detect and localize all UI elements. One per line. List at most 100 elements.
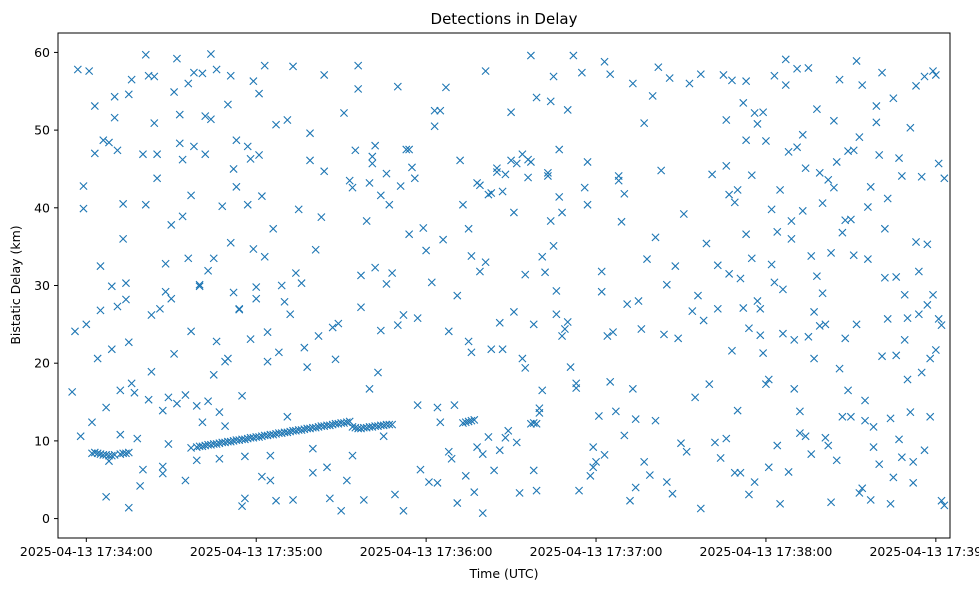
data-point <box>376 191 385 200</box>
data-point <box>306 156 315 165</box>
data-point <box>586 471 595 480</box>
data-point <box>665 74 674 83</box>
data-point <box>640 457 649 466</box>
data-point <box>238 391 247 400</box>
data-point <box>827 498 836 507</box>
data-point <box>532 419 541 428</box>
data-point <box>832 157 841 166</box>
data-point <box>206 49 215 58</box>
data-point <box>909 478 918 487</box>
data-point <box>776 185 785 194</box>
data-point <box>178 155 187 164</box>
data-point <box>733 406 742 415</box>
data-point <box>289 62 298 71</box>
data-point <box>597 287 606 296</box>
data-point <box>359 495 368 504</box>
data-point <box>801 164 810 173</box>
data-point <box>498 345 507 354</box>
data-point <box>912 81 921 90</box>
data-point <box>172 54 181 63</box>
data-point <box>453 291 462 300</box>
data-point <box>795 407 804 416</box>
data-point <box>524 173 533 182</box>
data-point <box>563 105 572 114</box>
data-point <box>90 448 99 457</box>
data-point <box>693 291 702 300</box>
data-point <box>348 183 357 192</box>
data-point <box>334 319 343 328</box>
data-point <box>68 387 77 396</box>
data-point <box>269 224 278 233</box>
data-point <box>382 420 391 429</box>
data-point <box>679 210 688 219</box>
data-point <box>767 205 776 214</box>
data-point <box>447 454 456 463</box>
y-tick-label: 60 <box>34 45 50 60</box>
data-point <box>104 138 113 147</box>
data-point <box>419 224 428 232</box>
data-point <box>807 251 816 260</box>
data-point <box>790 384 799 393</box>
data-point <box>742 77 751 86</box>
data-point <box>645 471 654 480</box>
data-markers <box>68 49 949 518</box>
data-point <box>529 419 538 428</box>
data-point <box>170 349 179 358</box>
data-point <box>781 81 790 90</box>
data-point <box>858 81 867 90</box>
data-point <box>778 285 787 294</box>
data-point <box>648 91 657 100</box>
data-point <box>93 354 102 363</box>
data-point <box>297 426 306 434</box>
data-point <box>617 217 626 226</box>
data-point <box>373 368 382 377</box>
data-point <box>722 116 731 125</box>
data-point <box>552 286 561 295</box>
data-point <box>144 395 153 404</box>
data-point <box>229 164 238 173</box>
data-point <box>583 157 592 166</box>
data-point <box>158 462 167 471</box>
data-point <box>688 307 697 316</box>
data-point <box>184 79 193 88</box>
data-point <box>940 501 949 510</box>
data-point <box>226 71 235 80</box>
data-point <box>223 100 232 109</box>
data-point <box>133 434 142 443</box>
data-point <box>583 200 592 209</box>
data-point <box>747 254 756 263</box>
data-point <box>331 355 340 364</box>
data-point <box>260 61 269 70</box>
data-point <box>481 258 490 267</box>
x-tick-label: 2025-04-13 17:35:00 <box>190 544 323 559</box>
data-point <box>110 113 119 122</box>
data-point <box>628 384 637 393</box>
data-point <box>815 168 824 177</box>
data-point <box>747 171 756 180</box>
data-point <box>348 451 357 460</box>
data-point <box>662 280 671 289</box>
data-point <box>900 290 909 299</box>
data-point <box>167 294 176 303</box>
data-point <box>475 181 484 190</box>
data-point <box>155 304 164 313</box>
data-point <box>116 430 125 439</box>
data-point <box>153 150 162 159</box>
data-point <box>744 324 753 333</box>
data-point <box>931 70 940 79</box>
data-point <box>402 145 411 154</box>
data-point <box>201 112 210 121</box>
data-point <box>277 281 286 290</box>
data-point <box>121 279 130 288</box>
data-point <box>897 453 906 462</box>
data-point <box>153 174 162 183</box>
data-point <box>773 227 782 236</box>
data-point <box>212 337 221 346</box>
data-point <box>784 467 793 476</box>
data-point <box>255 89 264 98</box>
data-point <box>424 478 433 487</box>
data-point <box>280 297 289 306</box>
data-point <box>266 476 275 485</box>
data-point <box>926 412 935 421</box>
data-point <box>215 408 224 417</box>
